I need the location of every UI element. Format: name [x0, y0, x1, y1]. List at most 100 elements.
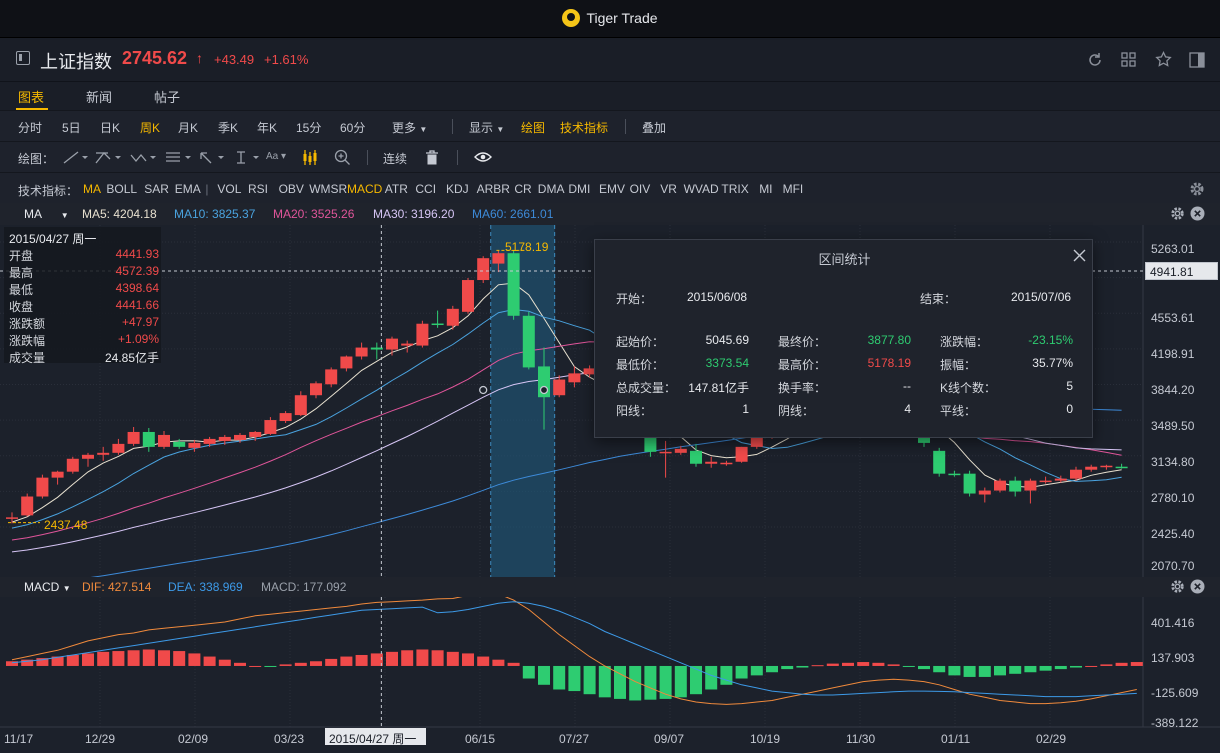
last-price: 2745.62	[122, 48, 188, 68]
indicator-kdj[interactable]: KDJ	[446, 182, 469, 196]
indicator-macd[interactable]: MACD	[347, 182, 383, 196]
dif-line	[11, 591, 1137, 705]
zoom-icon[interactable]	[334, 149, 351, 166]
tiger-logo-icon	[562, 9, 581, 27]
text-cursor-tool-icon[interactable]	[233, 150, 261, 165]
candle-up	[477, 258, 490, 281]
tab-news[interactable]: 新闻	[86, 90, 113, 105]
dialog-close-icon[interactable]	[1073, 249, 1086, 262]
macd-bar	[112, 651, 125, 666]
candle-down	[690, 450, 702, 464]
selected-range-highlight	[490, 225, 555, 577]
period-5day[interactable]: 5日	[62, 121, 81, 135]
arrow-tool-icon[interactable]	[198, 150, 226, 165]
macd-bar	[370, 653, 383, 666]
indicator-settings-gear-icon[interactable]	[1189, 181, 1205, 197]
line-tool-icon[interactable]	[62, 150, 88, 165]
candle-style-icon[interactable]	[302, 149, 318, 166]
ma-indicator-selector[interactable]: MA ▼	[24, 207, 69, 221]
tech-indicator-toggle[interactable]: 技术指标	[560, 121, 609, 135]
indicator-sar[interactable]: SAR	[144, 182, 169, 196]
period-daily[interactable]: 日K	[100, 121, 121, 135]
macd-bar	[386, 651, 398, 666]
candle-up	[386, 338, 398, 350]
macd-bar	[51, 656, 64, 666]
indicator-rsi[interactable]: RSI	[248, 182, 269, 196]
favorite-star-icon[interactable]	[1155, 51, 1172, 68]
channel-tool-icon[interactable]	[94, 150, 122, 165]
fibonacci-tool-icon[interactable]	[164, 150, 192, 165]
macd-bar	[644, 665, 657, 700]
indicator-vol[interactable]: VOL	[217, 182, 242, 196]
layout-grid-icon[interactable]	[1121, 52, 1137, 68]
macd-bar	[431, 650, 444, 666]
macd-indicator-selector[interactable]: MACD ▼	[24, 580, 71, 594]
overlay-button[interactable]: 叠加	[642, 121, 667, 135]
wave-tool-icon[interactable]	[129, 150, 157, 165]
indicator-toolbar: 技术指标： MA BOLL SAR EMA | VOL RSI OBV WMSR MACD ATR C…	[0, 172, 1220, 203]
ma-close-icon[interactable]	[1190, 206, 1205, 221]
panel-toggle-icon[interactable]	[16, 51, 30, 65]
indicator-atr[interactable]: ATR	[384, 182, 408, 196]
candle-up	[82, 454, 94, 459]
indicator-dma[interactable]: DMA	[537, 182, 565, 196]
period-quarterly[interactable]: 季K	[218, 121, 239, 135]
indicator-wvad[interactable]: WVAD	[683, 182, 719, 196]
candle-up	[462, 280, 474, 312]
period-60min[interactable]: 60分	[340, 121, 366, 135]
low-price-value: 3373.54	[705, 356, 749, 370]
refresh-icon[interactable]	[1087, 52, 1103, 68]
candle-up	[264, 420, 277, 434]
period-intraday[interactable]: 分时	[18, 121, 43, 135]
font-size-tool-icon[interactable]: Aa ▾	[266, 151, 287, 162]
indicator-emv[interactable]: EMV	[599, 182, 626, 196]
trash-icon[interactable]	[425, 149, 439, 166]
macd-bar	[1054, 665, 1067, 670]
macd-bar	[659, 665, 672, 699]
macd-bar	[1115, 662, 1128, 666]
continuous-draw-toggle[interactable]: 连续	[383, 152, 408, 166]
date-axis-label: 06/15	[465, 732, 496, 746]
period-monthly[interactable]: 月K	[178, 121, 199, 135]
indicator-arbr[interactable]: ARBR	[476, 182, 510, 196]
macd-settings-gear-icon[interactable]	[1170, 579, 1185, 594]
change-pct-label: 涨跌幅：	[940, 335, 989, 349]
display-dropdown[interactable]: 显示 ▼	[469, 119, 504, 136]
indicator-wmsr[interactable]: WMSR	[309, 182, 348, 196]
indicator-dmi[interactable]: DMI	[568, 182, 591, 196]
end-date: 2015/07/06	[1011, 290, 1072, 304]
macd-axis-label: 137.903	[1151, 651, 1195, 665]
indicator-mfi[interactable]: MFI	[782, 182, 804, 196]
price-chart[interactable]	[0, 225, 1220, 753]
indicator-boll[interactable]: BOLL	[106, 182, 138, 196]
caret-down-icon: ▼	[496, 125, 505, 134]
side-panel-icon[interactable]	[1189, 52, 1205, 68]
macd-bar	[492, 659, 505, 666]
ma-settings-gear-icon[interactable]	[1170, 206, 1185, 221]
high-annotation: 5178.19	[505, 240, 549, 254]
draw-toggle[interactable]: 绘图	[521, 121, 546, 135]
period-weekly[interactable]: 周K	[140, 121, 161, 135]
indicator-ma[interactable]: MA	[83, 182, 101, 196]
tab-posts[interactable]: 帖子	[154, 90, 181, 105]
macd-bar	[355, 654, 368, 666]
indicator-obv[interactable]: OBV	[278, 182, 304, 196]
macd-close-icon[interactable]	[1190, 579, 1205, 594]
macd-bar	[401, 650, 414, 666]
indicator-vr[interactable]: VR	[660, 182, 677, 196]
indicator-oiv[interactable]: OIV	[629, 182, 651, 196]
more-dropdown[interactable]: 更多 ▼	[392, 119, 427, 136]
eye-icon[interactable]	[474, 151, 492, 163]
indicator-cci[interactable]: CCI	[415, 182, 437, 196]
macd-bar	[1100, 664, 1113, 666]
high-price-value: 5178.19	[867, 356, 911, 370]
period-15min[interactable]: 15分	[296, 121, 322, 135]
indicator-cr[interactable]: CR	[514, 182, 532, 196]
macd-bar	[340, 656, 353, 666]
crosshair-price-value: 4941.81	[1150, 265, 1194, 279]
tab-chart[interactable]: 图表	[18, 90, 45, 105]
indicator-trix[interactable]: TRIX	[721, 182, 749, 196]
indicator-mi[interactable]: MI	[759, 182, 773, 196]
period-yearly[interactable]: 年K	[257, 121, 278, 135]
indicator-ema[interactable]: EMA	[174, 182, 201, 196]
